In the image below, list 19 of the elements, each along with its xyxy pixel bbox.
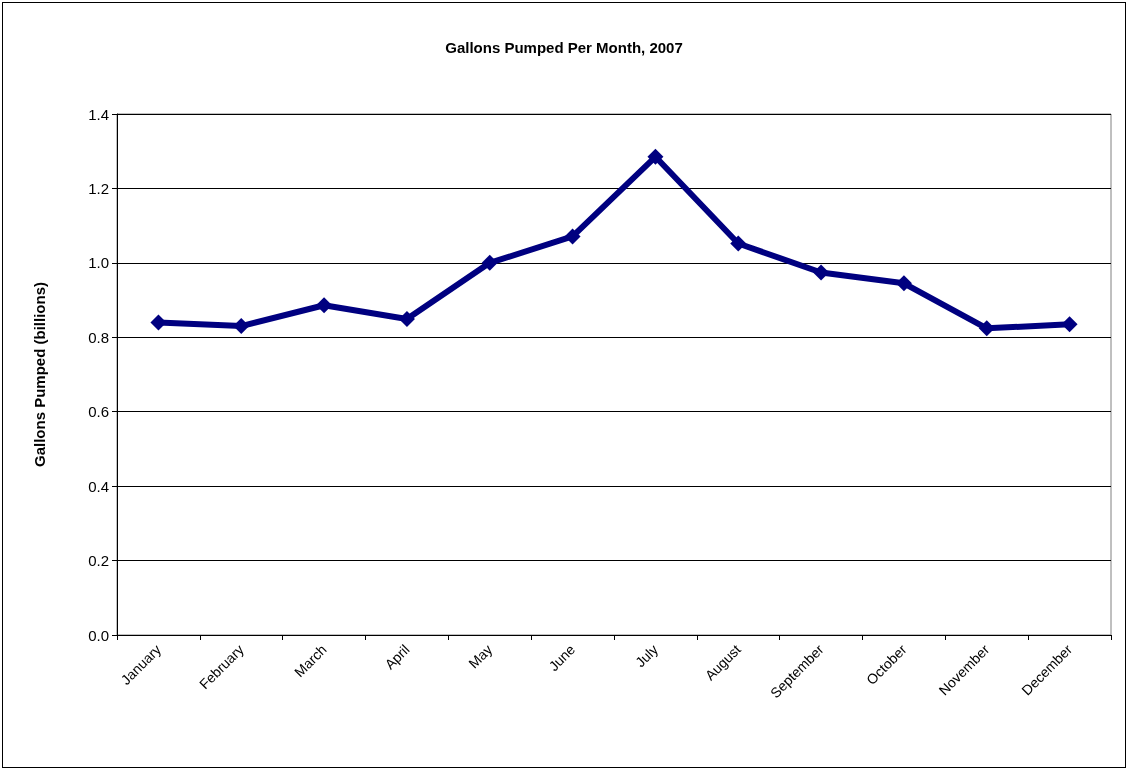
y-tick-label: 1.0: [88, 254, 109, 272]
y-tick-label: 0.2: [88, 552, 109, 570]
point: [813, 264, 830, 281]
y-tick-label: 0.8: [88, 328, 109, 346]
y-tick-label: 0.4: [88, 477, 109, 495]
y-axis-title: Gallons Pumped (billions): [31, 281, 48, 468]
point: [647, 148, 664, 165]
point: [316, 297, 333, 314]
point: [564, 228, 581, 245]
y-tick-label: 0.0: [88, 626, 109, 644]
point: [233, 318, 250, 335]
point: [481, 254, 498, 271]
y-tick-label: 1.4: [88, 105, 109, 123]
point: [895, 275, 912, 292]
y-tick-label: 0.6: [88, 403, 109, 421]
y-tick-label: 1.2: [88, 179, 109, 197]
point: [730, 235, 747, 252]
chart-title: Gallons Pumped Per Month, 2007: [445, 39, 683, 56]
x-tick-label: July: [632, 641, 662, 671]
